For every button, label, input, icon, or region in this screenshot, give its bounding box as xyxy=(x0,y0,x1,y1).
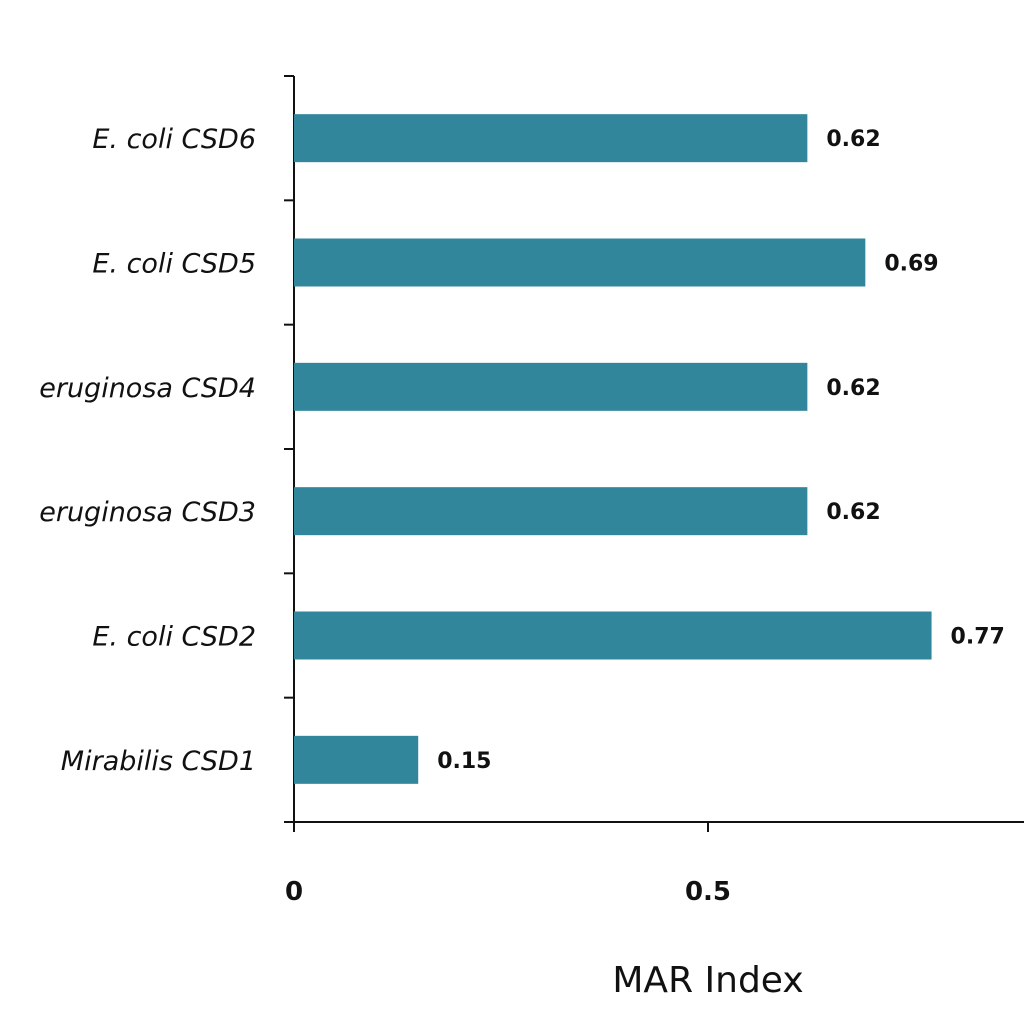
bar-value-label: 0.15 xyxy=(437,749,491,774)
bar xyxy=(294,238,866,287)
bar-value-label: 0.62 xyxy=(826,500,880,525)
category-label: eruginosa CSD4 xyxy=(39,373,256,404)
category-label: E. coli CSD2 xyxy=(92,622,256,653)
bar-value-label: 0.62 xyxy=(826,376,880,401)
bar xyxy=(294,735,419,784)
category-label: eruginosa CSD3 xyxy=(39,497,256,528)
bar xyxy=(294,487,808,536)
bar-series: 0.62 0.69 0.62 0.62 0.77 0.15 xyxy=(294,114,1005,784)
bar-value-label: 0.69 xyxy=(884,252,938,277)
bar xyxy=(294,114,808,163)
x-tick-label: 0 xyxy=(285,877,303,907)
bar-value-label: 0.62 xyxy=(826,127,880,152)
category-label: E. coli CSD5 xyxy=(92,249,256,280)
bar-value-label: 0.77 xyxy=(951,625,1005,650)
x-axis-title: MAR Index xyxy=(612,960,803,1001)
x-tick-label: 0.5 xyxy=(685,877,731,907)
bar xyxy=(294,362,808,411)
bar xyxy=(294,611,932,660)
category-label: E. coli CSD6 xyxy=(92,124,256,155)
y-axis-ticks: E. coli CSD6 E. coli CSD5 eruginosa CSD4 er… xyxy=(39,75,294,823)
x-axis-ticks: 0 0.5 xyxy=(285,822,731,907)
category-label: Mirabilis CSD1 xyxy=(61,746,256,777)
